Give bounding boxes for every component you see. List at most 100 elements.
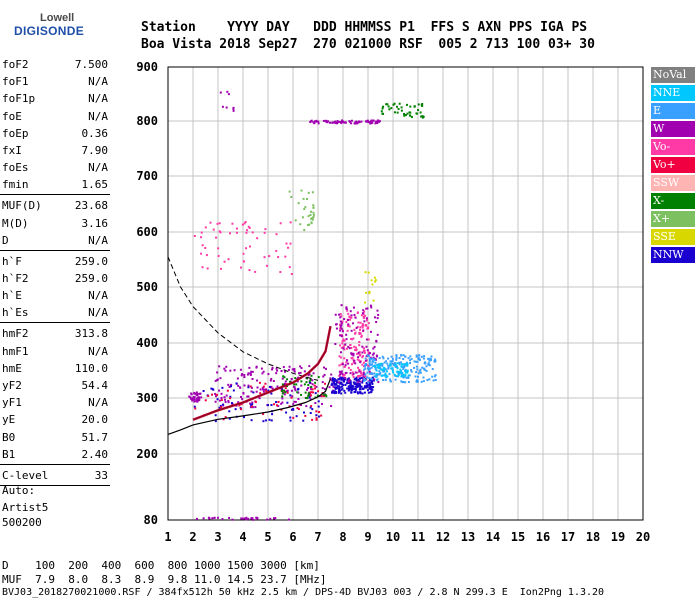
legend-item-x-: X-	[651, 193, 695, 209]
x-tick-label: 5	[264, 530, 271, 544]
param-name: yE	[2, 413, 16, 427]
param-value: N/A	[88, 75, 108, 89]
echo-point	[402, 354, 405, 357]
echo-point	[308, 381, 311, 384]
echo-point	[386, 362, 389, 365]
echo-point	[376, 309, 379, 312]
echo-point	[336, 120, 339, 123]
echo-point	[397, 373, 400, 376]
echo-point	[429, 359, 432, 362]
echo-point	[236, 377, 239, 380]
echo-point	[235, 231, 238, 234]
echo-point	[277, 400, 280, 403]
echo-point	[219, 91, 222, 94]
echo-point	[357, 378, 360, 381]
echo-point	[400, 363, 403, 366]
echo-point	[362, 379, 365, 382]
param-row: C-level 33	[2, 469, 108, 486]
echo-point	[346, 329, 349, 332]
echo-point	[340, 392, 343, 395]
echo-point	[368, 290, 371, 293]
echo-point	[419, 111, 422, 114]
legend-item-e: E	[651, 103, 695, 119]
echo-point	[221, 386, 224, 389]
echo-point	[382, 370, 385, 373]
echo-point	[313, 122, 316, 125]
echo-point	[270, 377, 273, 380]
echo-point	[224, 369, 227, 372]
echo-point	[271, 413, 274, 416]
param-name: D	[2, 233, 9, 247]
echo-point	[352, 352, 355, 355]
param-value: 23.68	[74, 199, 108, 213]
echo-point	[246, 395, 249, 398]
echo-point	[358, 374, 361, 377]
echo-point	[349, 316, 352, 319]
echo-point	[350, 329, 353, 332]
echo-point	[254, 406, 257, 409]
echo-point	[232, 107, 235, 110]
echo-point	[313, 120, 316, 123]
echo-point	[193, 391, 196, 394]
echo-point	[361, 312, 364, 315]
echo-point	[225, 394, 228, 397]
y-tick-label: 80	[144, 513, 158, 527]
echo-point	[229, 397, 232, 400]
echo-point	[361, 351, 364, 354]
param-row: hmF1 N/A	[2, 345, 108, 362]
echo-point	[242, 392, 245, 395]
echo-point	[369, 120, 372, 123]
echo-point	[407, 376, 410, 379]
echo-point	[214, 392, 217, 395]
echo-point	[375, 369, 378, 372]
echo-point	[394, 378, 397, 381]
echo-point	[357, 356, 360, 359]
x-tick-label: 17	[561, 530, 575, 544]
echo-point	[379, 366, 382, 369]
echo-point	[284, 255, 287, 258]
echo-point	[227, 383, 230, 386]
echo-point	[357, 380, 360, 383]
echo-point	[248, 226, 251, 229]
echo-point	[363, 365, 366, 368]
echo-point	[382, 357, 385, 360]
echo-point	[375, 374, 378, 377]
echo-point	[377, 367, 380, 370]
echo-point	[189, 397, 192, 400]
echo-point	[356, 358, 359, 361]
echo-point	[286, 401, 289, 404]
echo-point	[288, 405, 291, 408]
echo-point	[283, 370, 286, 373]
echo-point	[305, 377, 308, 380]
echo-point	[377, 120, 380, 123]
echo-point	[196, 398, 199, 401]
echo-point	[398, 361, 401, 364]
x-tick-label: 6	[289, 530, 296, 544]
echo-point	[362, 347, 365, 350]
echo-point	[336, 387, 339, 390]
echo-point	[403, 112, 406, 115]
echo-point	[366, 376, 369, 379]
echo-point	[226, 389, 229, 392]
echo-point	[338, 364, 341, 367]
echo-point	[245, 247, 248, 250]
param-row: h`F 259.0	[2, 255, 108, 272]
x-tick-label: 3	[214, 530, 221, 544]
echo-point	[367, 352, 370, 355]
echo-point	[372, 347, 375, 350]
echo-point	[299, 365, 302, 368]
echo-point	[404, 355, 407, 358]
echo-point	[214, 379, 217, 382]
echo-point	[372, 119, 375, 122]
echo-point	[367, 381, 370, 384]
echo-point	[263, 231, 266, 234]
echo-point	[387, 105, 390, 108]
echo-point	[421, 102, 424, 105]
echo-point	[367, 338, 370, 341]
echo-point	[359, 326, 362, 329]
echo-point	[343, 389, 346, 392]
echo-point	[293, 369, 296, 372]
echo-point	[341, 320, 344, 323]
echo-point	[218, 230, 221, 233]
echo-point	[333, 380, 336, 383]
